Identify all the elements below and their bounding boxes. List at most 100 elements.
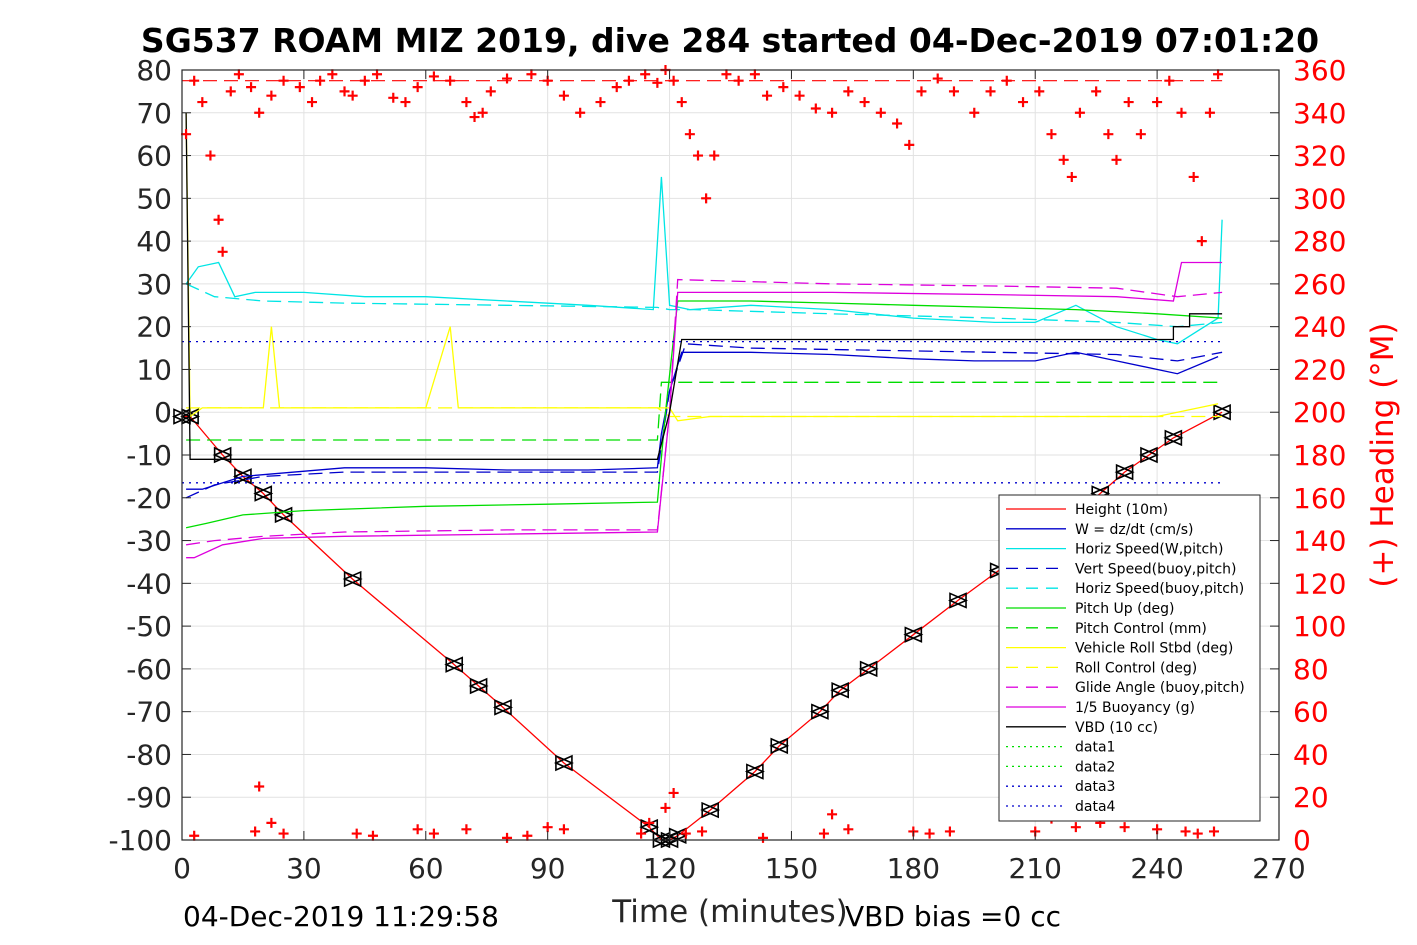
heading-marker bbox=[542, 822, 553, 833]
heading-marker bbox=[1176, 107, 1187, 118]
heading-marker bbox=[1046, 129, 1057, 140]
heading-marker bbox=[1123, 97, 1134, 108]
y-tick-label: 40 bbox=[136, 225, 172, 258]
heading-marker bbox=[502, 832, 513, 843]
heading-marker bbox=[266, 90, 277, 101]
series-line-2 bbox=[185, 176, 1223, 345]
heading-marker bbox=[944, 826, 955, 837]
heading-marker bbox=[762, 90, 773, 101]
heading-marker bbox=[1180, 826, 1191, 837]
heading-marker bbox=[428, 71, 439, 82]
y2-tick-label: 0 bbox=[1293, 824, 1311, 857]
y-tick-label: -70 bbox=[126, 696, 172, 729]
y-tick-label: 60 bbox=[136, 140, 172, 173]
legend-label: data4 bbox=[1075, 799, 1116, 815]
heading-marker bbox=[213, 214, 224, 225]
y-tick-label: 10 bbox=[136, 353, 172, 386]
legend-label: Vehicle Roll Stbd (deg) bbox=[1075, 641, 1233, 657]
legend-label: 1/5 Buoyancy (g) bbox=[1075, 700, 1195, 716]
heading-marker bbox=[526, 69, 537, 80]
heading-marker bbox=[181, 129, 192, 140]
heading-marker bbox=[400, 97, 411, 108]
x-tick-label: 60 bbox=[408, 852, 444, 885]
y2-tick-label: 260 bbox=[1293, 268, 1346, 301]
y-tick-label: -30 bbox=[126, 525, 172, 558]
heading-marker bbox=[367, 830, 378, 841]
heading-marker bbox=[969, 107, 980, 118]
y-tick-label: 30 bbox=[136, 268, 172, 301]
y-tick-label: -20 bbox=[126, 482, 172, 515]
heading-marker bbox=[558, 824, 569, 835]
heading-marker bbox=[701, 193, 712, 204]
heading-marker bbox=[692, 150, 703, 161]
legend-label: data1 bbox=[1075, 740, 1115, 756]
heading-marker bbox=[948, 86, 959, 97]
heading-marker bbox=[266, 817, 277, 828]
y-tick-label: -80 bbox=[126, 738, 172, 771]
y2-tick-label: 40 bbox=[1293, 738, 1329, 771]
x-tick-label: 240 bbox=[1130, 852, 1183, 885]
right-axis-label: (+) Heading (°M) bbox=[1365, 322, 1401, 587]
legend-label: Height (10m) bbox=[1075, 502, 1168, 518]
heading-marker bbox=[217, 246, 228, 257]
y2-tick-label: 340 bbox=[1293, 97, 1346, 130]
heading-marker bbox=[250, 826, 261, 837]
legend-label: Glide Angle (buoy,pitch) bbox=[1075, 680, 1245, 696]
heading-marker bbox=[611, 82, 622, 93]
x-tick-label: 0 bbox=[173, 852, 191, 885]
height-marker bbox=[212, 446, 232, 464]
heading-marker bbox=[445, 75, 456, 86]
heading-marker bbox=[652, 77, 663, 88]
heading-marker bbox=[1164, 75, 1175, 86]
legend-label: Roll Control (deg) bbox=[1075, 660, 1197, 676]
x-tick-label: 150 bbox=[765, 852, 818, 885]
series-line-6 bbox=[186, 381, 1223, 441]
heading-marker bbox=[1074, 107, 1085, 118]
heading-marker bbox=[668, 75, 679, 86]
y-tick-label: 80 bbox=[136, 54, 172, 87]
heading-marker bbox=[307, 97, 318, 108]
y2-tick-label: 360 bbox=[1293, 54, 1346, 87]
heading-marker bbox=[461, 97, 472, 108]
heading-marker bbox=[636, 828, 647, 839]
legend-label: Pitch Up (deg) bbox=[1075, 601, 1174, 617]
height-marker bbox=[858, 660, 878, 678]
heading-marker bbox=[680, 828, 691, 839]
heading-marker bbox=[1196, 236, 1207, 247]
heading-marker bbox=[1119, 822, 1130, 833]
y2-tick-label: 220 bbox=[1293, 353, 1346, 386]
heading-marker bbox=[827, 107, 838, 118]
height-marker bbox=[492, 699, 512, 716]
heading-marker bbox=[758, 832, 769, 843]
heading-marker bbox=[924, 828, 935, 839]
heading-marker bbox=[733, 75, 744, 86]
x-tick-label: 30 bbox=[286, 852, 322, 885]
heading-marker bbox=[558, 90, 569, 101]
height-marker bbox=[253, 485, 273, 502]
heading-marker bbox=[1018, 97, 1029, 108]
heading-marker bbox=[709, 150, 720, 161]
heading-marker bbox=[697, 826, 708, 837]
height-marker bbox=[553, 754, 573, 772]
heading-marker bbox=[278, 828, 289, 839]
heading-marker bbox=[1111, 154, 1122, 165]
heading-marker bbox=[522, 830, 533, 841]
heading-marker bbox=[875, 107, 886, 118]
heading-marker bbox=[1070, 822, 1081, 833]
heading-marker bbox=[932, 73, 943, 84]
y2-tick-label: 200 bbox=[1293, 396, 1346, 429]
y-tick-label: -40 bbox=[126, 567, 172, 600]
x-tick-label: 90 bbox=[530, 852, 566, 885]
heading-marker bbox=[1034, 86, 1045, 97]
heading-marker bbox=[315, 75, 326, 86]
x-tick-label: 180 bbox=[887, 852, 940, 885]
heading-marker bbox=[1103, 129, 1114, 140]
height-marker bbox=[232, 468, 252, 485]
heading-marker bbox=[676, 97, 687, 108]
height-marker bbox=[444, 656, 464, 673]
y2-tick-label: 120 bbox=[1293, 567, 1346, 600]
heading-marker bbox=[749, 69, 760, 80]
series-line-8 bbox=[186, 407, 1223, 418]
height-marker bbox=[1163, 429, 1183, 447]
